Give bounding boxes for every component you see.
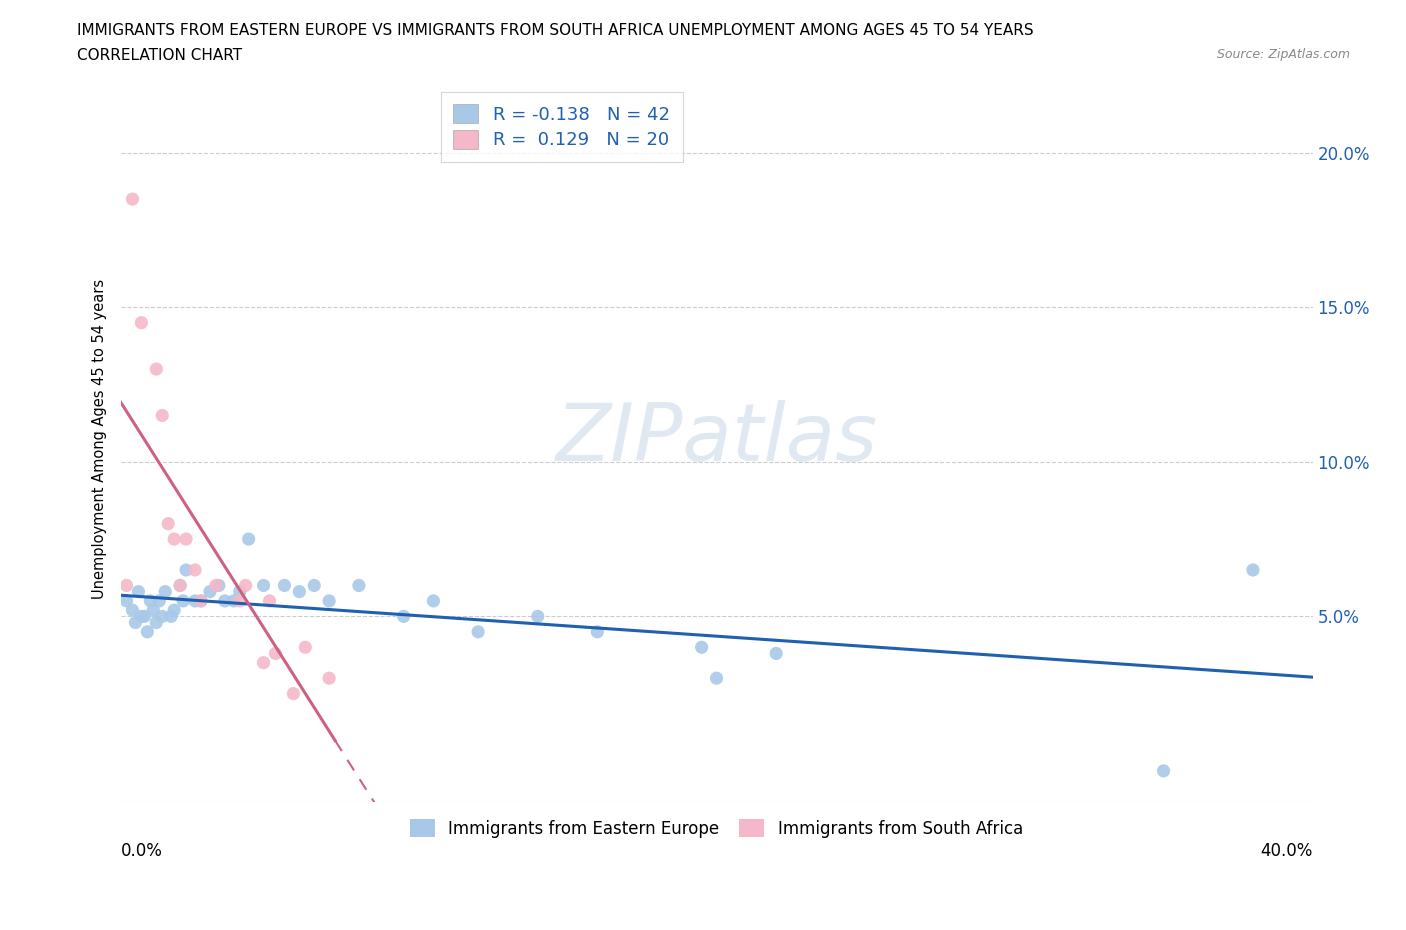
Text: CORRELATION CHART: CORRELATION CHART	[77, 48, 242, 63]
Point	[131, 315, 153, 330]
Point	[214, 593, 236, 608]
Text: IMMIGRANTS FROM EASTERN EUROPE VS IMMIGRANTS FROM SOUTH AFRICA UNEMPLOYMENT AMON: IMMIGRANTS FROM EASTERN EUROPE VS IMMIGR…	[77, 23, 1033, 38]
Point	[229, 593, 252, 608]
Point	[174, 532, 197, 547]
Point	[121, 192, 143, 206]
Point	[205, 578, 228, 593]
Point	[318, 593, 340, 608]
Point	[706, 671, 728, 685]
Point	[222, 593, 245, 608]
Text: ZIPatlas: ZIPatlas	[555, 400, 877, 478]
Point	[172, 593, 194, 608]
Point	[124, 615, 146, 630]
Point	[150, 609, 173, 624]
Point	[467, 624, 489, 639]
Point	[347, 578, 370, 593]
Text: Source: ZipAtlas.com: Source: ZipAtlas.com	[1216, 48, 1350, 61]
Point	[586, 624, 609, 639]
Point	[229, 584, 252, 599]
Point	[526, 609, 548, 624]
Point	[765, 646, 787, 661]
Point	[136, 624, 159, 639]
Point	[160, 609, 183, 624]
Point	[150, 408, 173, 423]
Point	[139, 593, 162, 608]
Point	[690, 640, 713, 655]
Y-axis label: Unemployment Among Ages 45 to 54 years: Unemployment Among Ages 45 to 54 years	[93, 279, 107, 599]
Text: 0.0%: 0.0%	[121, 842, 163, 859]
Point	[184, 593, 207, 608]
Point	[157, 516, 180, 531]
Point	[127, 584, 149, 599]
Point	[134, 609, 156, 624]
Point	[163, 603, 186, 618]
Point	[148, 593, 170, 608]
Point	[184, 563, 207, 578]
Point	[145, 615, 167, 630]
Point	[392, 609, 415, 624]
Point	[115, 578, 138, 593]
Point	[238, 532, 260, 547]
Point	[190, 593, 212, 608]
Point	[145, 362, 167, 377]
Point	[155, 584, 177, 599]
Point	[142, 603, 165, 618]
Point	[252, 656, 274, 671]
Point	[198, 584, 221, 599]
Point	[252, 578, 274, 593]
Point	[318, 671, 340, 685]
Point	[169, 578, 191, 593]
Point	[131, 609, 153, 624]
Point	[174, 563, 197, 578]
Point	[294, 640, 316, 655]
Point	[235, 578, 257, 593]
Point	[422, 593, 444, 608]
Point	[190, 593, 212, 608]
Point	[288, 584, 311, 599]
Point	[169, 578, 191, 593]
Point	[259, 593, 281, 608]
Point	[1241, 563, 1264, 578]
Point	[208, 578, 231, 593]
Text: 40.0%: 40.0%	[1260, 842, 1313, 859]
Point	[302, 578, 325, 593]
Legend: Immigrants from Eastern Europe, Immigrants from South Africa: Immigrants from Eastern Europe, Immigran…	[404, 813, 1029, 844]
Point	[163, 532, 186, 547]
Point	[1153, 764, 1175, 778]
Point	[273, 578, 295, 593]
Point	[283, 686, 305, 701]
Point	[115, 593, 138, 608]
Point	[264, 646, 287, 661]
Point	[121, 603, 143, 618]
